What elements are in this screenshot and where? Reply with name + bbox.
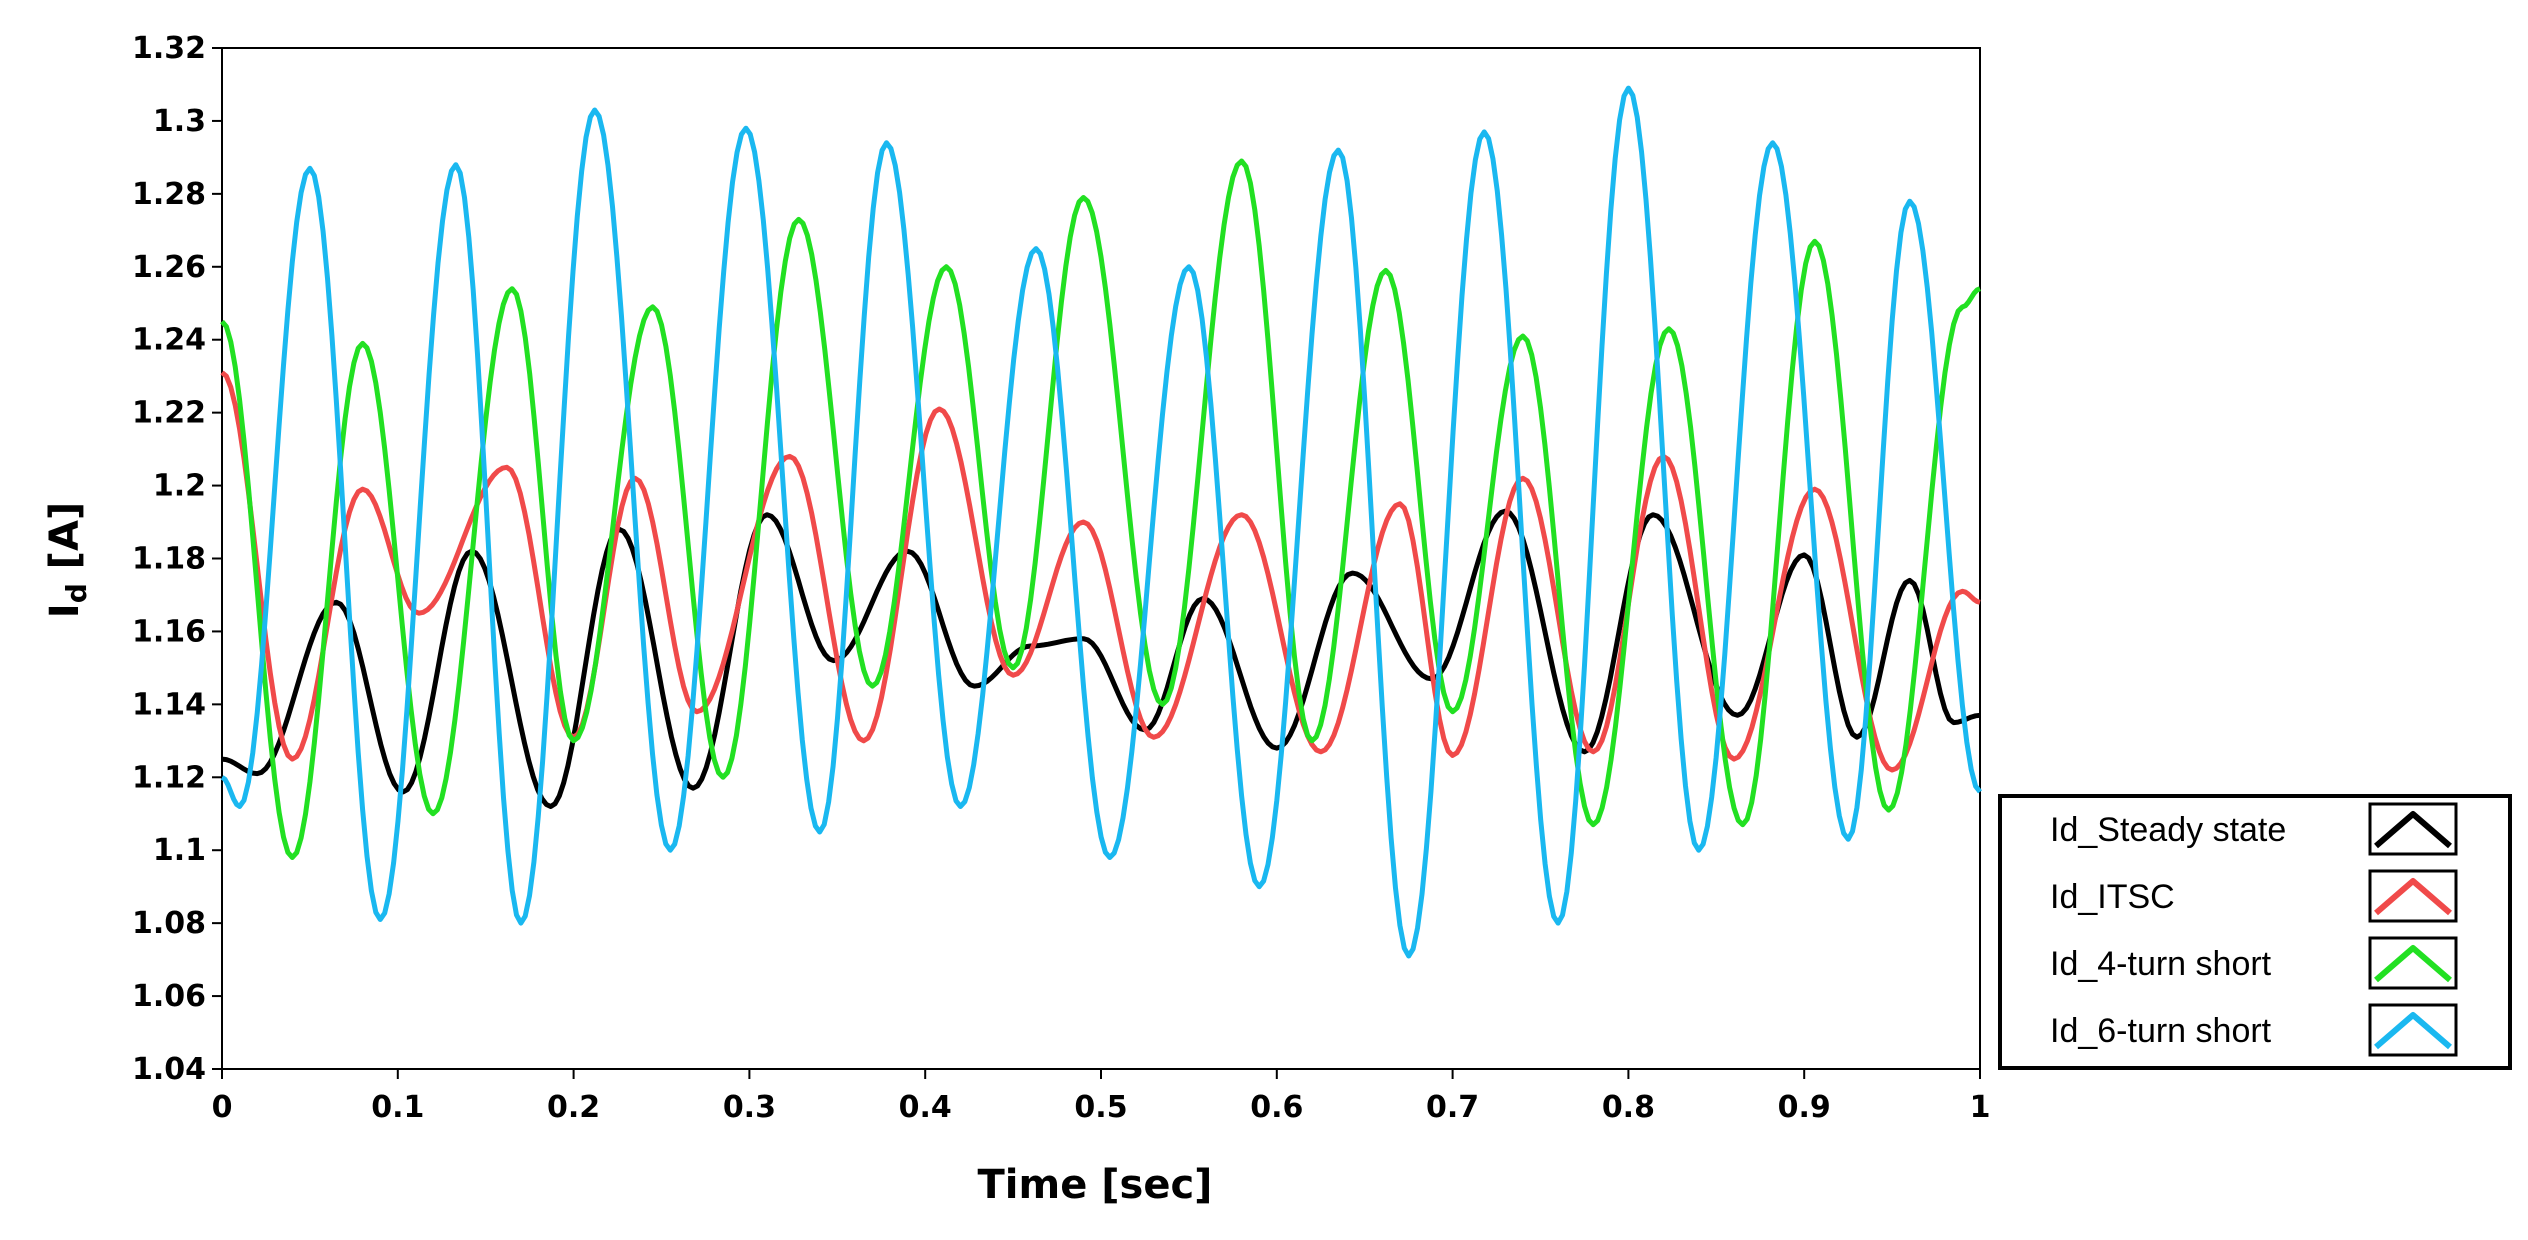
- y-tick-label: 1.1: [153, 833, 206, 868]
- legend-label: Id_ITSC: [2050, 878, 2175, 916]
- legend-swatch-line: [2374, 811, 2452, 849]
- series-line-3: [220, 85, 1982, 959]
- legend-label: Id_Steady state: [2050, 811, 2286, 849]
- legend-swatch-line: [2374, 1012, 2452, 1050]
- y-tick-label: 1.24: [132, 323, 206, 358]
- x-tick-label: 0.3: [723, 1090, 776, 1125]
- series-layer: [220, 85, 1982, 959]
- y-tick-label: 1.28: [132, 177, 206, 212]
- legend-label: Id_6-turn short: [2050, 1012, 2272, 1050]
- legend-entries: Id_Steady state Id_ITSC Id_4-turn short Id_…: [2050, 802, 2458, 1057]
- x-tick-label: 0.9: [1778, 1090, 1831, 1125]
- series-line-0: [221, 508, 1981, 809]
- x-tick-label: 0.8: [1602, 1090, 1655, 1125]
- y-tick-label: 1.12: [132, 760, 206, 795]
- y-tick-label: 1.04: [132, 1052, 206, 1087]
- series-line-1: [220, 370, 1981, 773]
- x-tick-label: 0.6: [1250, 1090, 1303, 1125]
- legend-label: Id_4-turn short: [2050, 945, 2272, 983]
- y-axis-title: Id [A]: [42, 502, 93, 618]
- y-tick-label: 1.26: [132, 250, 206, 285]
- x-tick-label: 0.1: [371, 1090, 424, 1125]
- x-tick-label: 0.7: [1426, 1090, 1479, 1125]
- x-axis-title: Time [sec]: [978, 1162, 1213, 1208]
- y-axis: 1.04 1.06 1.08 1.1 1.12 1.14 1.16 1.18 1.2 1.22 1.…: [132, 31, 222, 1087]
- x-tick-label: 0: [212, 1090, 233, 1125]
- y-tick-label: 1.14: [132, 687, 206, 722]
- series-line-2: [220, 158, 1981, 860]
- x-tick-label: 1: [1970, 1090, 1991, 1125]
- x-axis: 0 0.1 0.2 0.3 0.4 0.5 0.6 0.7 0.8 0.9 1: [212, 1069, 1991, 1125]
- y-tick-label: 1.16: [132, 614, 206, 649]
- x-tick-label: 0.5: [1074, 1090, 1127, 1125]
- y-tick-label: 1.06: [132, 979, 206, 1014]
- legend: Id_Steady state Id_ITSC Id_4-turn short Id_…: [1998, 794, 2512, 1070]
- y-tick-label: 1.18: [132, 542, 206, 577]
- y-tick-label: 1.3: [153, 104, 206, 139]
- legend-swatch-line: [2374, 878, 2452, 916]
- y-tick-label: 1.32: [132, 31, 206, 66]
- y-tick-label: 1.22: [132, 396, 206, 431]
- y-tick-label: 1.2: [153, 469, 206, 504]
- legend-swatch-line: [2374, 945, 2452, 983]
- x-tick-label: 0.4: [899, 1090, 952, 1125]
- x-tick-label: 0.2: [547, 1090, 600, 1125]
- y-tick-label: 1.08: [132, 906, 206, 941]
